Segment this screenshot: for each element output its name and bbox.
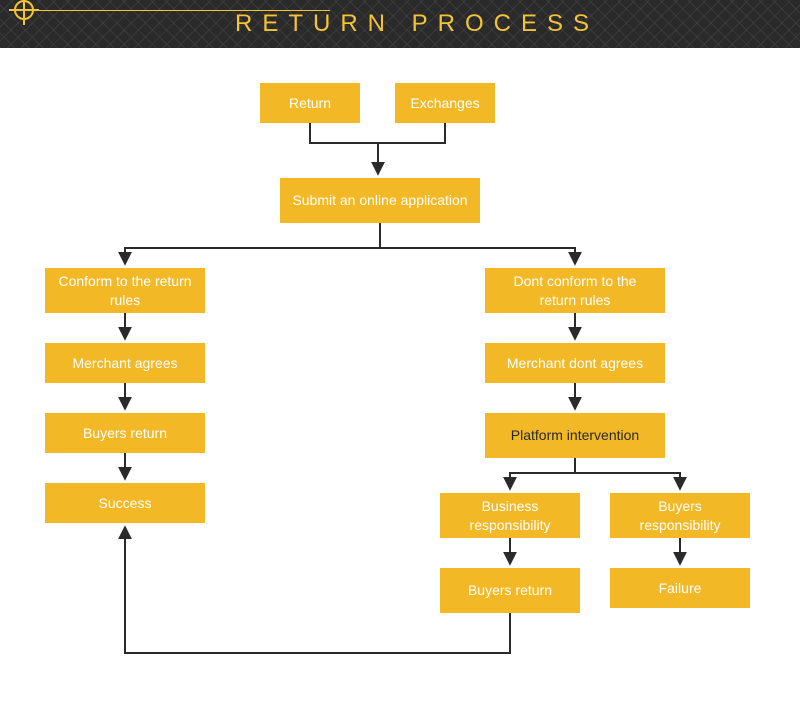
flow-node-failure: Failure — [610, 568, 750, 608]
flow-node-platform: Platform intervention — [485, 413, 665, 458]
flow-edge — [380, 223, 575, 263]
flow-edge — [510, 458, 575, 488]
flow-node-success: Success — [45, 483, 205, 523]
header: RETURN PROCESS — [0, 0, 800, 48]
flow-node-return: Return — [260, 83, 360, 123]
flow-edge — [310, 123, 378, 143]
flow-node-nconform: Dont conform to the return rules — [485, 268, 665, 313]
flow-node-bresp: Business responsibility — [440, 493, 580, 538]
flowchart-canvas: Return Exchanges Submit an online applicat… — [0, 48, 800, 708]
flow-node-exchanges: Exchanges — [395, 83, 495, 123]
flow-node-magree: Merchant agrees — [45, 343, 205, 383]
page-title: RETURN PROCESS — [235, 10, 599, 38]
flow-edge — [575, 458, 680, 488]
flow-edge — [378, 123, 445, 143]
header-crosshair-icon — [14, 0, 34, 20]
flow-node-byresp: Buyers responsibility — [610, 493, 750, 538]
flow-node-conform: Conform to the return rules — [45, 268, 205, 313]
flow-node-breturn1: Buyers return — [45, 413, 205, 453]
flow-node-mdagree: Merchant dont agrees — [485, 343, 665, 383]
flow-node-submit: Submit an online application — [280, 178, 480, 223]
flow-node-breturn2: Buyers return — [440, 568, 580, 613]
flow-edge — [125, 223, 380, 263]
